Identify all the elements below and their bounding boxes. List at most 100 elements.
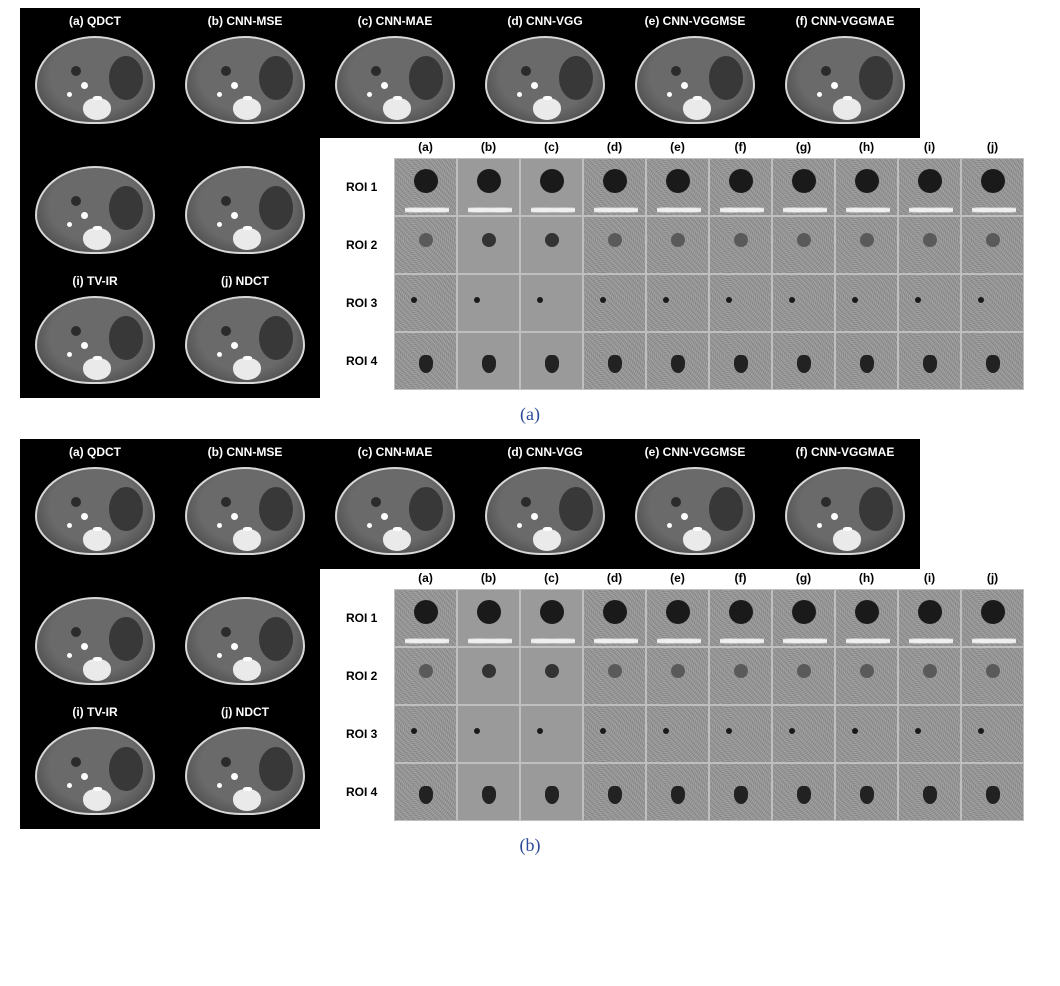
left-ct-column-b: (i) TV-IR (j) NDCT — [20, 569, 320, 829]
roi-lesion-icon — [545, 786, 559, 804]
roi-bright-strip — [846, 206, 890, 214]
roi-tile-ROI2-b — [457, 647, 520, 705]
roi-tile-ROI3-d — [583, 705, 646, 763]
roi-lesion-icon — [918, 600, 942, 624]
ct-label-i: (i) TV-IR — [72, 268, 117, 290]
roi-lesion-icon — [540, 169, 564, 193]
roi-col-label-h: (h) — [835, 140, 898, 158]
roi-col-label-b: (b) — [457, 140, 520, 158]
roi-row-4: ROI 4 — [344, 332, 1024, 390]
roi-bright-strip — [468, 637, 512, 645]
roi-col-label-i: (i) — [898, 140, 961, 158]
roi-col-label-a: (a) — [394, 140, 457, 158]
roi-tile-ROI1-f — [709, 158, 772, 216]
roi-tile-ROI4-f — [709, 332, 772, 390]
roi-tile-ROI2-g — [772, 216, 835, 274]
roi-lesion-icon — [729, 600, 753, 624]
ct-cell-d2: (d) CNN-VGG — [470, 439, 620, 569]
roi-tile-ROI3-f — [709, 274, 772, 332]
roi-row-label-3: ROI 3 — [344, 296, 394, 310]
ct-method-row-top: (a) QDCT (b) CNN-MSE (c) CNN-MAE (d) CNN… — [20, 8, 920, 138]
roi-row-label-2: ROI 2 — [344, 238, 394, 252]
roi-tile-ROI4-e — [646, 332, 709, 390]
roi-tile-ROI1-b — [457, 158, 520, 216]
roi-tile-ROI4-j — [961, 332, 1024, 390]
roi-lesion-icon — [726, 297, 732, 303]
roi-lesion-icon — [923, 233, 937, 247]
roi-tile-ROI3-i — [898, 705, 961, 763]
ct-label-f2: (f) CNN-VGGMAE — [796, 439, 895, 461]
roi-tile-ROI3-g — [772, 274, 835, 332]
ct-label-j2: (j) NDCT — [221, 699, 269, 721]
ct-cell-a: (a) QDCT — [20, 8, 170, 138]
roi-lesion-icon — [852, 728, 858, 734]
ct-label-f: (f) CNN-VGGMAE — [796, 8, 895, 30]
ct-image-i — [25, 290, 165, 392]
roi-lesion-icon — [411, 297, 417, 303]
roi-header: (a)(b)(c)(d)(e)(f)(g)(h)(i)(j) — [344, 140, 1024, 158]
roi-lesion-icon — [419, 786, 433, 804]
roi-lesion-icon — [734, 786, 748, 804]
roi-tile-ROI1-g — [772, 158, 835, 216]
roi-lesion-icon — [923, 664, 937, 678]
roi-tile-ROI2-j — [961, 647, 1024, 705]
roi-tile-ROI3-g — [772, 705, 835, 763]
roi-lesion-icon — [663, 297, 669, 303]
roi-col-label-f: (f) — [709, 140, 772, 158]
roi-tile-ROI1-e — [646, 589, 709, 647]
roi-bright-strip — [468, 206, 512, 214]
roi-lesion-icon — [729, 169, 753, 193]
roi-tile-ROI4-g — [772, 763, 835, 821]
roi-tile-ROI2-j — [961, 216, 1024, 274]
roi-lesion-icon — [608, 664, 622, 678]
ct-cell-g — [20, 138, 170, 268]
roi-lesion-icon — [797, 786, 811, 804]
roi-lesion-icon — [855, 169, 879, 193]
roi-tile-ROI1-j — [961, 158, 1024, 216]
roi-lesion-icon — [915, 728, 921, 734]
roi-bright-strip — [909, 637, 953, 645]
ct-cell-j: (j) NDCT — [170, 268, 320, 398]
roi-col-label-c: (c) — [520, 140, 583, 158]
roi-row-1: ROI 1 — [344, 589, 1024, 647]
roi-bright-strip — [594, 206, 638, 214]
roi-lesion-icon — [537, 297, 543, 303]
roi-lesion-icon — [608, 786, 622, 804]
ct-image-b — [175, 30, 315, 132]
ct-image-j — [175, 290, 315, 392]
ct-cell-h — [170, 138, 320, 268]
ct-image-e — [625, 30, 765, 132]
roi-col-label-g: (g) — [772, 140, 835, 158]
roi-tile-ROI1-i — [898, 589, 961, 647]
roi-col-label-i: (i) — [898, 571, 961, 589]
roi-tile-ROI1-i — [898, 158, 961, 216]
roi-lesion-icon — [918, 169, 942, 193]
roi-col-label-j: (j) — [961, 140, 1024, 158]
roi-lesion-icon — [792, 169, 816, 193]
roi-lesion-icon — [734, 664, 748, 678]
roi-lesion-icon — [545, 664, 559, 678]
roi-tile-ROI4-i — [898, 763, 961, 821]
roi-tile-ROI3-e — [646, 274, 709, 332]
roi-row-4: ROI 4 — [344, 763, 1024, 821]
roi-lesion-icon — [545, 233, 559, 247]
ct-image-e2 — [625, 461, 765, 563]
roi-lesion-icon — [671, 355, 685, 373]
roi-col-label-f: (f) — [709, 571, 772, 589]
roi-col-label-j: (j) — [961, 571, 1024, 589]
roi-lesion-icon — [663, 728, 669, 734]
roi-lesion-icon — [666, 600, 690, 624]
roi-tile-ROI4-a — [394, 763, 457, 821]
ct-cell-c: (c) CNN-MAE — [320, 8, 470, 138]
roi-tile-ROI2-a — [394, 647, 457, 705]
roi-bright-strip — [720, 206, 764, 214]
roi-bright-strip — [405, 637, 449, 645]
roi-row-label-2: ROI 2 — [344, 669, 394, 683]
roi-lesion-icon — [981, 169, 1005, 193]
roi-bright-strip — [405, 206, 449, 214]
roi-lesion-icon — [986, 786, 1000, 804]
roi-col-label-h: (h) — [835, 571, 898, 589]
ct-image-b2 — [175, 461, 315, 563]
roi-tile-ROI3-f — [709, 705, 772, 763]
roi-tile-ROI3-e — [646, 705, 709, 763]
